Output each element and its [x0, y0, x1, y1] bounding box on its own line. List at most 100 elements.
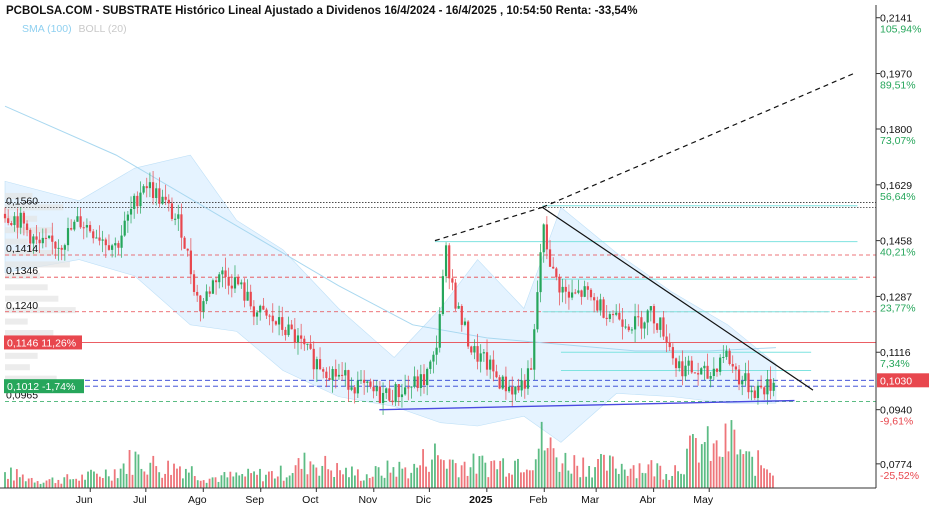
- volume-bar: [611, 456, 614, 488]
- volume-bar: [721, 456, 724, 488]
- candle-body: [492, 359, 495, 372]
- candle-body: [561, 286, 564, 293]
- candle-body: [133, 195, 136, 210]
- candle-body: [180, 214, 183, 238]
- volume-bar: [597, 459, 599, 488]
- volume-bar: [653, 476, 656, 488]
- volume-bar: [469, 467, 472, 488]
- candle-body: [309, 343, 312, 349]
- volume-bar: [288, 475, 291, 488]
- volume-bar: [757, 450, 760, 488]
- candle-body: [630, 329, 634, 331]
- volume-bar: [27, 478, 30, 488]
- candle-body: [419, 374, 422, 389]
- volume-bar: [772, 475, 774, 488]
- volume-bar: [437, 455, 439, 488]
- volume-profile-bar: [5, 204, 64, 211]
- candle-body: [224, 270, 227, 277]
- volume-bar: [259, 468, 261, 488]
- volume-bar: [158, 472, 161, 488]
- volume-bar: [134, 451, 137, 488]
- candle-body: [25, 223, 29, 230]
- candle-body: [290, 324, 293, 330]
- volume-bar: [588, 465, 591, 488]
- volume-bar: [650, 460, 653, 488]
- candle-body: [57, 247, 60, 249]
- candle-body: [684, 365, 687, 377]
- volume-bar: [763, 468, 765, 488]
- volume-bar: [81, 474, 83, 488]
- volume-bar: [342, 474, 344, 488]
- x-axis-label: Feb: [529, 494, 547, 506]
- candle-body: [656, 323, 659, 330]
- volume-bar: [439, 459, 442, 488]
- volume-bar: [149, 462, 152, 488]
- volume-bar: [724, 423, 727, 488]
- candle-body: [696, 373, 700, 375]
- candle-body: [416, 376, 419, 389]
- trendline: [434, 206, 543, 242]
- candle-body: [221, 270, 224, 275]
- volume-bar: [253, 471, 255, 488]
- volume-bar: [736, 454, 739, 488]
- level-label: 0,1346: [6, 265, 38, 277]
- candle-body: [51, 235, 54, 242]
- volume-bar: [401, 468, 404, 488]
- volume-bar: [769, 472, 771, 488]
- candle-body: [372, 386, 375, 392]
- candle-body: [652, 306, 656, 324]
- volume-bar: [635, 478, 638, 488]
- volume-bar: [146, 474, 149, 488]
- volume-bar: [339, 470, 341, 488]
- volume-bar: [273, 478, 276, 488]
- candle-body: [205, 291, 208, 302]
- candle-body: [13, 216, 16, 226]
- candle-body: [340, 374, 344, 376]
- candle-body: [95, 237, 98, 239]
- trendline: [379, 399, 795, 411]
- candle-body: [495, 371, 498, 378]
- volume-bar: [282, 480, 285, 488]
- volume-bar: [256, 474, 258, 488]
- volume-bar: [425, 466, 427, 488]
- volume-bar: [336, 463, 338, 488]
- candle-body: [189, 250, 192, 275]
- legend-boll[interactable]: BOLL (20): [78, 23, 127, 35]
- volume-bar: [416, 467, 419, 488]
- volume-bar: [116, 478, 119, 488]
- legend-sma[interactable]: SMA (100): [22, 23, 72, 35]
- volume-bar: [632, 465, 635, 488]
- current-badge-label: 0,1012 -1,74%: [7, 381, 75, 393]
- candle-body: [564, 286, 567, 292]
- volume-bar: [564, 452, 567, 488]
- volume-bar: [7, 478, 9, 488]
- volume-bar: [24, 481, 27, 488]
- volume-bar: [306, 474, 309, 488]
- candle-body: [715, 368, 719, 372]
- candle-body: [356, 380, 359, 394]
- volume-bar: [517, 458, 519, 488]
- volume-bar: [617, 473, 620, 488]
- volume-bar: [199, 480, 202, 488]
- volume-bar: [122, 463, 125, 488]
- volume-bar: [241, 474, 244, 488]
- trendline: [542, 206, 814, 391]
- candle-body: [441, 276, 445, 315]
- candle-body: [32, 236, 35, 244]
- candle-body: [400, 394, 404, 398]
- volume-bar: [680, 473, 682, 488]
- volume-bar: [431, 459, 433, 488]
- candle-body: [429, 361, 432, 369]
- volume-bar: [419, 465, 422, 488]
- volume-bar: [478, 456, 481, 488]
- x-axis-label: 2025: [469, 494, 493, 506]
- candle-body: [741, 380, 744, 385]
- volume-profile-bar: [5, 250, 63, 257]
- candle-body: [567, 291, 571, 298]
- candle-body: [331, 368, 334, 380]
- candle-body: [460, 306, 463, 325]
- candle-body: [633, 316, 637, 330]
- candle-body: [451, 278, 454, 283]
- right-axis-price: 0,1116: [880, 347, 911, 359]
